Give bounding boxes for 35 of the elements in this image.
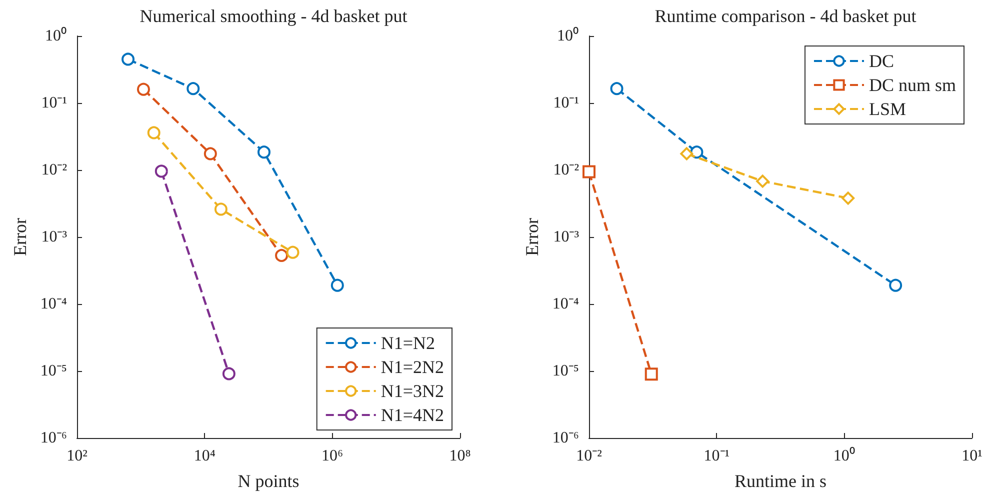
y-axis-title: Error bbox=[522, 218, 542, 256]
x-tick-label: 10⁸ bbox=[449, 448, 471, 464]
x-tick-label: 10¹ bbox=[962, 448, 983, 464]
y-tick-label: 10⁻¹ bbox=[41, 94, 68, 112]
y-tick-label: 10⁻⁴ bbox=[552, 296, 580, 312]
x-tick-label: 10⁰ bbox=[833, 446, 856, 464]
y-tick-label: 10⁻⁵ bbox=[40, 362, 67, 380]
y-tick-label: 10⁻² bbox=[553, 162, 580, 178]
legend-label: N1=4N2 bbox=[380, 405, 444, 425]
y-tick-label: 10⁻⁵ bbox=[552, 362, 579, 380]
x-tick-label: 10⁻² bbox=[576, 448, 602, 464]
legend-label: N1=N2 bbox=[380, 333, 436, 353]
legend-label: LSM bbox=[868, 99, 906, 119]
chart-title: Numerical smoothing - 4d basket put bbox=[140, 6, 408, 26]
legend-label: DC bbox=[868, 51, 894, 71]
y-tick-label: 10⁰ bbox=[557, 26, 579, 44]
y-tick-label: 10⁻⁶ bbox=[40, 430, 67, 446]
chart-title: Runtime comparison - 4d basket put bbox=[654, 6, 916, 26]
x-axis-title: N points bbox=[238, 471, 300, 491]
y-tick-label: 10⁻⁴ bbox=[40, 296, 68, 312]
legend-label: N1=3N2 bbox=[380, 381, 444, 401]
y-tick-label: 10⁰ bbox=[45, 26, 67, 44]
legend-label: N1=2N2 bbox=[380, 357, 444, 377]
y-tick-label: 10⁻³ bbox=[553, 228, 580, 246]
y-tick-label: 10⁻¹ bbox=[553, 94, 580, 112]
legend-label: DC num sm bbox=[868, 75, 956, 95]
y-tick-label: 10⁻⁶ bbox=[552, 430, 579, 446]
y-tick-label: 10⁻² bbox=[41, 162, 68, 178]
y-tick-label: 10⁻³ bbox=[41, 228, 68, 246]
x-tick-label: 10⁻¹ bbox=[704, 448, 730, 464]
x-tick-label: 10² bbox=[66, 448, 88, 464]
x-tick-label: 10⁶ bbox=[322, 448, 344, 464]
y-axis-title: Error bbox=[10, 218, 30, 256]
x-tick-label: 10⁴ bbox=[194, 448, 216, 464]
x-axis-title: Runtime in s bbox=[734, 471, 827, 491]
